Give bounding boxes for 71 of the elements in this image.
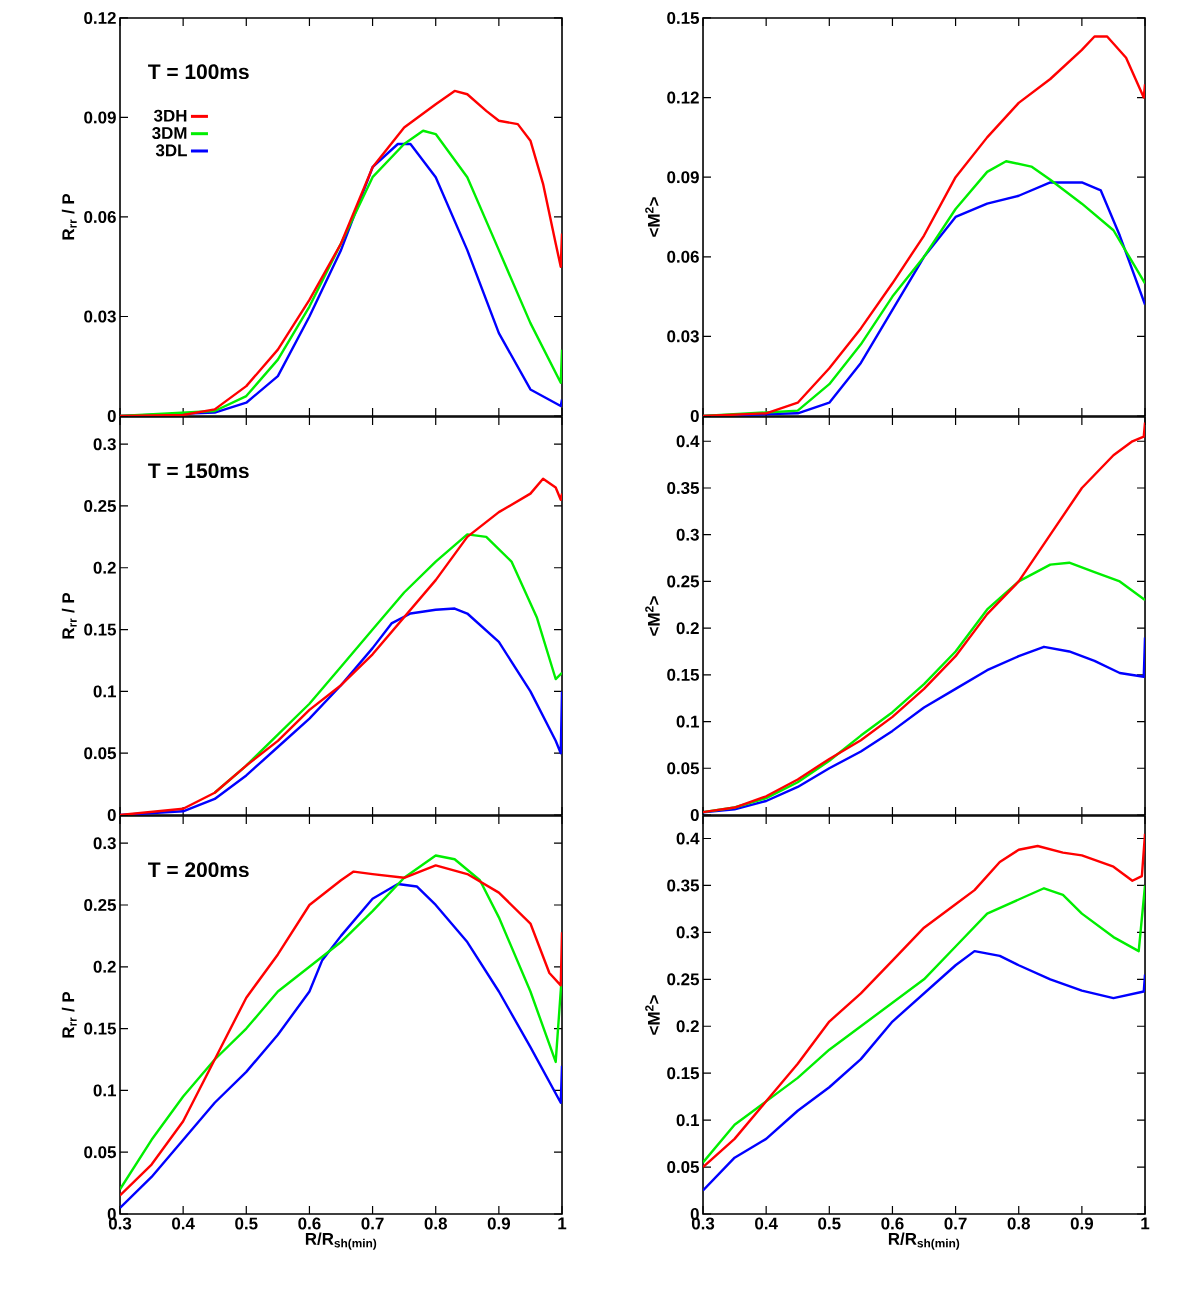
y-tick-label: 0.1 — [676, 715, 700, 728]
y-tick-label: 0.15 — [667, 668, 700, 681]
y-tick-label: 0.03 — [667, 330, 699, 343]
y-tick-label: 0.05 — [84, 747, 117, 760]
y-axis-title: R$_{rr}$ / P — [61, 193, 77, 240]
x-tick-label: 0.5 — [235, 1217, 258, 1230]
y-axis-title: R$_{rr}$ / P — [61, 592, 77, 639]
annotation: T = 150ms — [148, 463, 249, 479]
y-tick-label: 0.15 — [84, 623, 117, 636]
y-tick-label: 0.06 — [84, 210, 116, 223]
y-tick-label: 0 — [690, 808, 699, 821]
line-series — [703, 35, 1146, 416]
y-tick-label: 0.03 — [84, 310, 116, 323]
y-tick-label: 0.05 — [667, 762, 700, 775]
y-tick-label: 0.4 — [676, 832, 700, 845]
line-series — [703, 832, 1146, 1169]
y-tick-label: 0.25 — [84, 499, 117, 512]
y-tick-label: 0.3 — [93, 438, 116, 451]
y-tick-label: 0.06 — [667, 250, 699, 263]
annotation: T = 200ms — [148, 862, 249, 878]
y-tick-label: 0.15 — [84, 1022, 117, 1035]
y-axis-title: <M$^{2}$> — [645, 596, 660, 636]
x-tick-label: 0.4 — [172, 1217, 195, 1230]
legend-label: 3DH — [153, 109, 187, 122]
y-tick-label: 0.1 — [676, 1114, 700, 1127]
x-tick-label: 0.9 — [487, 1217, 511, 1230]
y-axis-title: R$_{rr}$ / P — [61, 991, 77, 1038]
y-tick-label: 0.2 — [93, 561, 116, 574]
y-axis-title: <M$^{2}$> — [645, 197, 660, 237]
x-tick-label: 0.7 — [361, 1217, 384, 1230]
x-axis-title: R/R$_{sh(min)}$ — [305, 1232, 377, 1250]
x-tick-label: 0.8 — [424, 1217, 447, 1230]
y-tick-label: 0.12 — [667, 91, 699, 104]
y-tick-label: 0.3 — [676, 926, 699, 939]
x-tick-label: 1 — [558, 1217, 567, 1230]
x-tick-label: 0.4 — [755, 1217, 778, 1230]
y-tick-label: 0.05 — [84, 1146, 117, 1159]
legend-label: 3DM — [152, 127, 187, 140]
y-tick-label: 0.3 — [93, 837, 116, 850]
y-tick-label: 0.3 — [676, 528, 699, 541]
x-tick-label: 0.5 — [818, 1217, 841, 1230]
x-axis-title: R/R$_{sh(min)}$ — [888, 1232, 960, 1250]
y-tick-label: 0.2 — [676, 622, 699, 635]
annotation: T = 100ms — [148, 64, 249, 80]
y-tick-label: 0.25 — [667, 575, 700, 588]
x-tick-label: 1 — [1141, 1217, 1150, 1230]
y-tick-label: 0.1 — [93, 1084, 117, 1097]
y-tick-label: 0.12 — [84, 11, 116, 24]
x-tick-label: 0.8 — [1007, 1217, 1030, 1230]
y-tick-label: 0.15 — [667, 11, 700, 24]
x-tick-label: 0.6 — [298, 1217, 321, 1230]
y-tick-label: 0.2 — [676, 1020, 699, 1033]
y-tick-label: 0.35 — [667, 879, 700, 892]
y-tick-label: 0.2 — [93, 960, 116, 973]
y-tick-label: 0.35 — [667, 481, 700, 494]
y-axis-title: <M$^{2}$> — [645, 995, 660, 1035]
y-tick-label: 0.4 — [676, 435, 700, 448]
x-tick-label: 0.6 — [881, 1217, 904, 1230]
y-tick-label: 0.05 — [667, 1161, 700, 1174]
y-tick-label: 0.09 — [667, 171, 699, 184]
y-tick-label: 0.09 — [84, 111, 116, 124]
y-tick-label: 0.1 — [93, 685, 117, 698]
legend-label: 3DL — [155, 144, 187, 157]
y-tick-label: 0 — [107, 409, 116, 422]
y-tick-label: 0.15 — [667, 1067, 700, 1080]
x-tick-label: 0.7 — [944, 1217, 967, 1230]
y-tick-label: 0 — [107, 808, 116, 821]
y-tick-label: 0 — [690, 409, 699, 422]
x-tick-label: 0.9 — [1070, 1217, 1094, 1230]
y-tick-label: 0.25 — [667, 973, 700, 986]
y-tick-label: 0.25 — [84, 898, 117, 911]
